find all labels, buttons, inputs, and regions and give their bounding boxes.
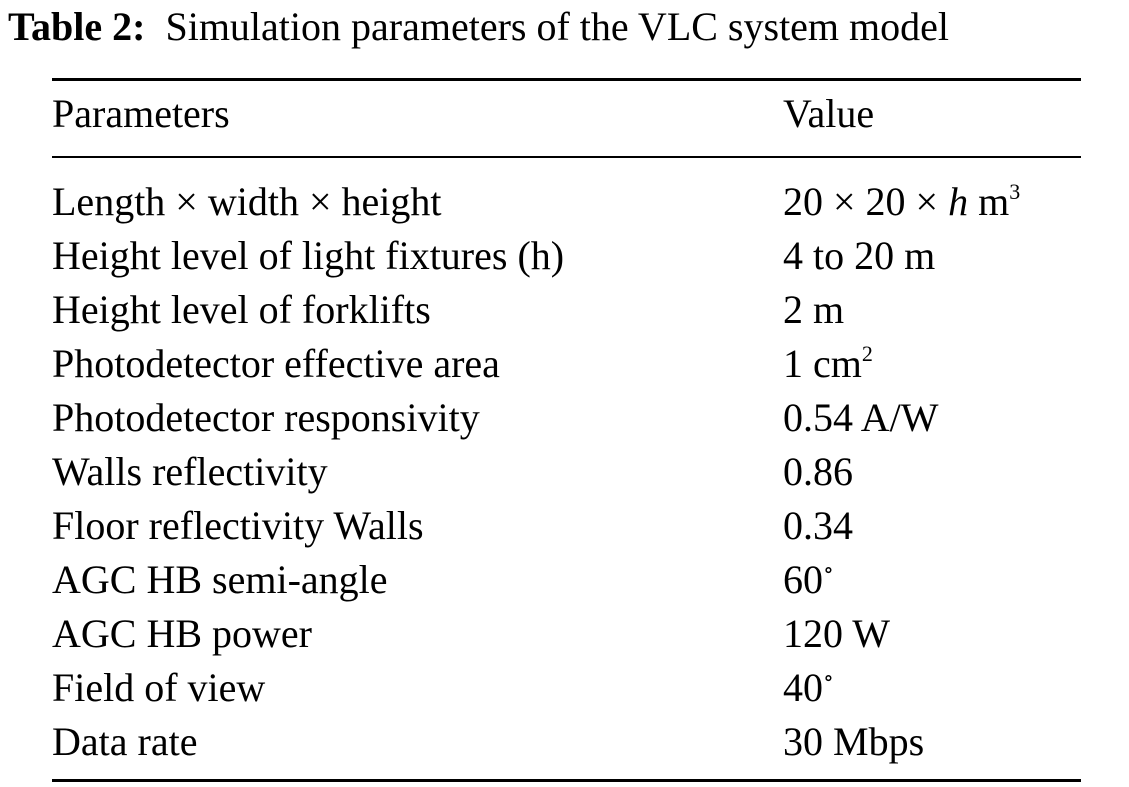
param-cell: Field of view: [52, 665, 266, 710]
table-row: AGC HB power 120 W: [52, 607, 1092, 661]
table-caption: Table 2: Simulation parameters of the VL…: [8, 2, 949, 52]
value-text: 0.34: [783, 503, 853, 548]
value-cell: 120 W: [783, 607, 890, 661]
value-superscript: 2: [861, 341, 873, 366]
param-cell: AGC HB power: [52, 611, 312, 656]
value-cell: 2 m: [783, 283, 844, 337]
value-text: 120 W: [783, 611, 891, 656]
value-cell: 4 to 20 m: [783, 229, 935, 283]
param-cell: Walls reflectivity: [52, 449, 328, 494]
table-caption-text: Simulation parameters of the VLC system …: [165, 4, 950, 49]
value-superscript: 3: [1009, 179, 1021, 204]
value-cell: 0.34: [783, 499, 853, 553]
value-cell: 60∘: [783, 553, 834, 607]
value-cell: 40∘: [783, 661, 834, 715]
table-top-rule: [52, 78, 1081, 81]
table-row: Photodetector effective area 1 cm2: [52, 337, 1092, 391]
header-value: Value: [783, 91, 875, 136]
table-header-row: Parameters Value: [52, 87, 1092, 141]
param-cell: Photodetector effective area: [52, 341, 500, 386]
param-cell: Length × width × height: [52, 179, 442, 224]
value-superscript: ∘: [823, 665, 834, 690]
value-italic-symbol: h: [948, 179, 969, 224]
param-cell: AGC HB semi-angle: [52, 557, 388, 602]
table-row: Length × width × height 20 × 20 × h m3: [52, 175, 1092, 229]
param-cell: Height level of light fixtures (h): [52, 233, 565, 278]
value-cell: 0.54 A/W: [783, 391, 939, 445]
table-row: Field of view 40∘: [52, 661, 1092, 715]
value-text: 4 to 20 m: [783, 233, 936, 278]
table-row: AGC HB semi-angle 60∘: [52, 553, 1092, 607]
value-text: 0.54 A/W: [783, 395, 939, 440]
table-row: Data rate 30 Mbps: [52, 715, 1092, 769]
param-cell: Data rate: [52, 719, 198, 764]
value-text: 0.86: [783, 449, 853, 494]
value-text: 20 × 20 ×: [783, 179, 949, 224]
table-caption-label: Table 2:: [8, 4, 146, 49]
value-cell: 1 cm2: [783, 337, 873, 391]
value-cell: 30 Mbps: [783, 715, 924, 769]
table-row: Height level of forklifts 2 m: [52, 283, 1092, 337]
table-bottom-rule: [52, 779, 1081, 782]
table-header-rule: [52, 156, 1081, 158]
header-parameters: Parameters: [52, 91, 230, 136]
param-cell: Photodetector responsivity: [52, 395, 480, 440]
value-text: 1 cm: [783, 341, 862, 386]
table-row: Walls reflectivity 0.86: [52, 445, 1092, 499]
value-text: 40: [783, 665, 823, 710]
table-row: Floor reflectivity Walls 0.34: [52, 499, 1092, 553]
value-unit: m: [968, 179, 1010, 224]
table-body: Length × width × height 20 × 20 × h m3 Hei…: [0, 175, 1129, 775]
value-cell: 0.86: [783, 445, 853, 499]
value-text: 60: [783, 557, 823, 602]
table-row: Photodetector responsivity 0.54 A/W: [52, 391, 1092, 445]
value-cell: 20 × 20 × h m3: [783, 175, 1020, 229]
table-row: Height level of light fixtures (h) 4 to 2…: [52, 229, 1092, 283]
param-cell: Floor reflectivity Walls: [52, 503, 424, 548]
value-text: 2 m: [783, 287, 845, 332]
value-superscript: ∘: [823, 557, 834, 582]
param-cell: Height level of forklifts: [52, 287, 431, 332]
value-text: 30 Mbps: [783, 719, 925, 764]
